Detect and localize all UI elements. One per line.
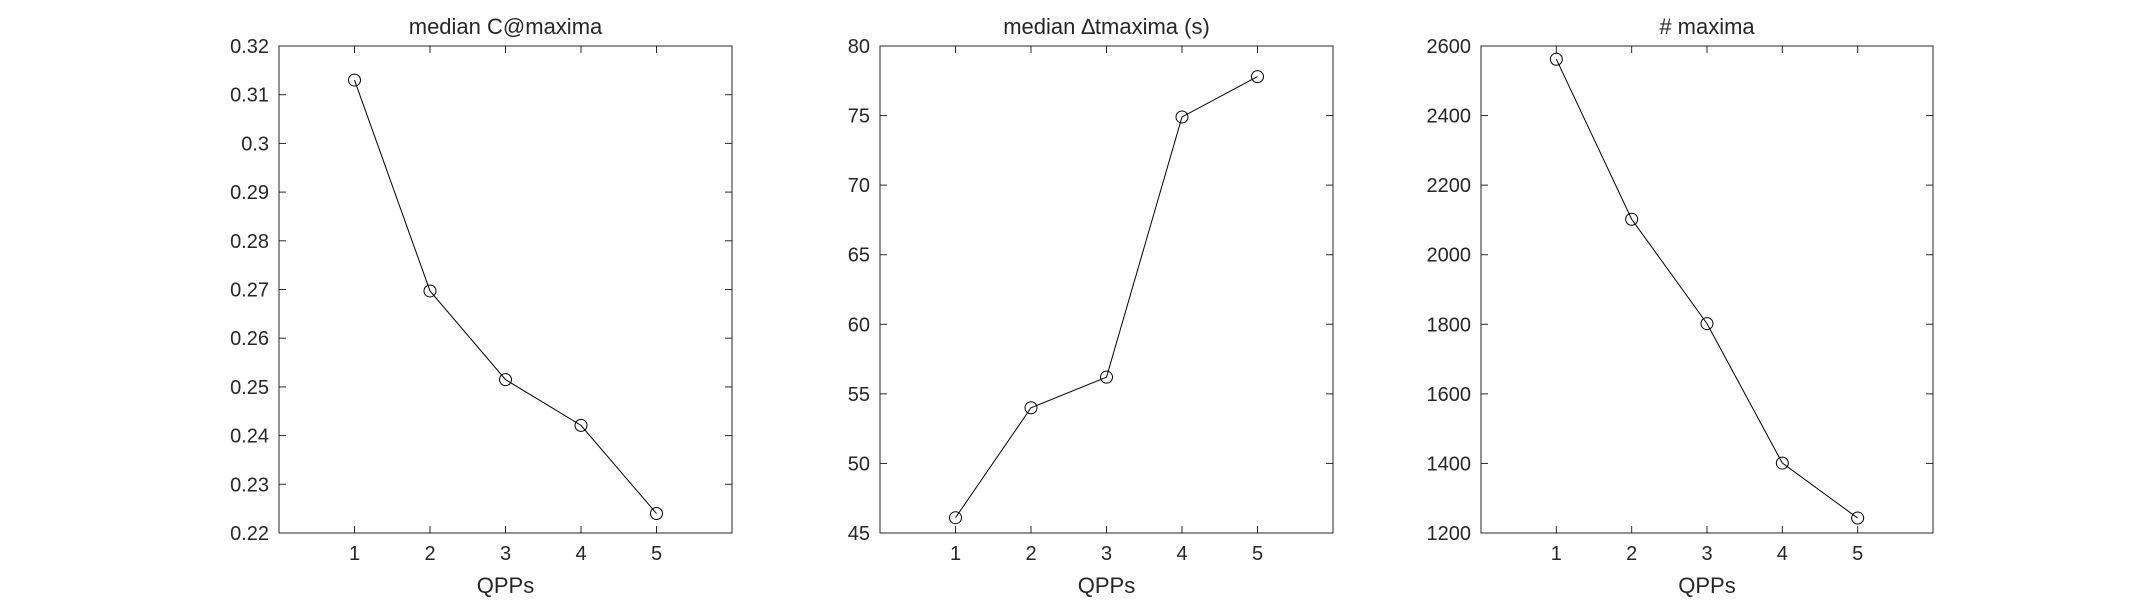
- series-line: [354, 79, 657, 514]
- y-tick-label: 0.31: [230, 85, 269, 107]
- y-tick-label: 65: [848, 245, 870, 267]
- y-tick-label: 1400: [1427, 453, 1472, 475]
- x-tick-label: 5: [651, 543, 662, 565]
- data-point-marker: [1024, 401, 1038, 415]
- data-point-marker: [650, 507, 663, 521]
- data-point-marker: [949, 511, 962, 525]
- data-point-marker: [1549, 52, 1563, 66]
- x-tick-label: 5: [1252, 543, 1263, 565]
- y-tick-label: 50: [848, 453, 870, 475]
- plot-area-frame: [278, 45, 733, 534]
- y-tick-label: 0.32: [230, 36, 269, 58]
- x-tick-label: 1: [950, 543, 961, 565]
- y-tick-label: 80: [848, 36, 870, 58]
- y-tick-label: 45: [848, 523, 870, 545]
- y-tick-label: 2400: [1427, 106, 1472, 128]
- y-tick-label: 75: [848, 106, 870, 128]
- x-tick-label: 3: [1701, 543, 1712, 565]
- data-point-marker: [1175, 110, 1189, 124]
- y-tick-label: 70: [848, 175, 870, 197]
- y-tick-label: 2200: [1427, 175, 1472, 197]
- y-tick-label: 0.22: [230, 523, 269, 545]
- data-point-marker: [1851, 511, 1865, 525]
- data-point-marker: [1100, 370, 1113, 384]
- chart-panel-3: 1200 1400 1600 1800 2000 2200 2400 2600 1 2 3 4 5 # m…: [1427, 14, 1934, 598]
- x-tick-label: 3: [1101, 543, 1112, 565]
- y-tick-label: 0.23: [230, 474, 269, 496]
- y-tick-label: 2600: [1427, 36, 1472, 58]
- x-tick-label: 2: [424, 543, 435, 565]
- chart-title: median ∆tmaxima (s): [1003, 14, 1210, 39]
- x-tick-label: 3: [500, 543, 511, 565]
- y-tick-label: 0.25: [230, 377, 269, 399]
- data-point-marker: [348, 73, 361, 87]
- y-tick-label: 1600: [1427, 384, 1472, 406]
- y-tick-label: 0.28: [230, 231, 269, 253]
- x-tick-label: 5: [1852, 543, 1863, 565]
- x-tick-label: 1: [1551, 543, 1562, 565]
- y-tick-label: 0.29: [230, 182, 269, 204]
- series-line: [1555, 59, 1858, 519]
- y-tick-label: 2000: [1427, 245, 1472, 267]
- data-point-marker: [1700, 317, 1714, 331]
- x-tick-label: 1: [349, 543, 360, 565]
- x-tick-label: 4: [1777, 543, 1788, 565]
- y-tick-label: 60: [848, 314, 870, 336]
- y-tick-label: 1200: [1427, 523, 1472, 545]
- x-tick-label: 2: [1025, 543, 1036, 565]
- y-tick-label: 0.3: [241, 133, 269, 155]
- x-tick-label: 4: [1176, 543, 1187, 565]
- x-axis-label: QPPs: [477, 573, 534, 598]
- series-line: [955, 76, 1258, 518]
- chart-title: median C@maxima: [409, 14, 603, 39]
- x-tick-label: 4: [575, 543, 586, 565]
- y-tick-label: 0.24: [230, 426, 269, 448]
- y-tick-label: 0.26: [230, 328, 269, 350]
- y-tick-label: 0.27: [230, 280, 269, 302]
- plot-area-frame: [1480, 45, 1934, 534]
- chart-title: # maxima: [1659, 14, 1755, 39]
- data-point-marker: [1625, 212, 1639, 226]
- x-axis-label: QPPs: [1678, 573, 1735, 598]
- data-point-marker: [574, 418, 588, 432]
- y-tick-label: 1800: [1427, 314, 1472, 336]
- data-point-marker: [423, 284, 437, 298]
- x-axis-label: QPPs: [1078, 573, 1135, 598]
- x-tick-label: 2: [1626, 543, 1637, 565]
- plot-area-frame: [879, 45, 1334, 534]
- chart-panel-1: 0.22 0.23 0.24 0.25 0.26 0.27 0.28 0.29 0.3 0.31 0…: [230, 14, 733, 598]
- data-point-marker: [1251, 70, 1264, 84]
- data-point-marker: [1775, 456, 1789, 470]
- data-point-marker: [499, 373, 512, 387]
- y-tick-label: 55: [848, 384, 870, 406]
